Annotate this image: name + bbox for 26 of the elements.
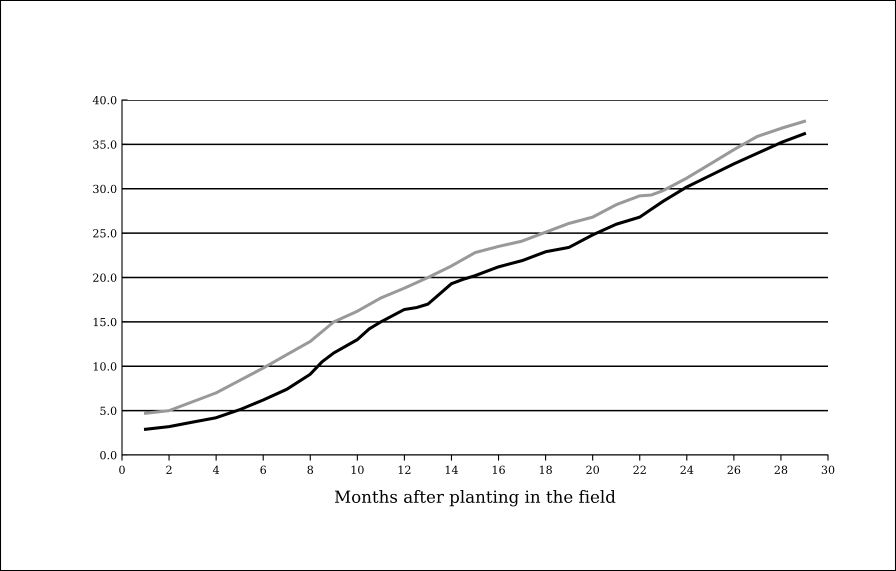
x-tick-label: 0 — [119, 466, 125, 474]
y-tick-label: 30.0 — [93, 184, 116, 194]
x-tick-label: 2 — [166, 466, 172, 474]
x-tick-label: 14 — [446, 466, 458, 474]
y-tick-label: 20.0 — [93, 273, 116, 282]
x-tick-label: 6 — [260, 466, 266, 474]
x-tick-label: 12 — [398, 466, 410, 474]
x-tick-label: 4 — [212, 466, 220, 474]
x-tick-label: 22 — [633, 466, 646, 474]
x-tick-label: 8 — [307, 466, 314, 474]
x-tick-label: 24 — [680, 466, 694, 474]
y-tick-label: 10.0 — [94, 362, 116, 371]
y-tick-label: 35.0 — [93, 140, 116, 149]
y-tick-label: 0.0 — [100, 450, 116, 460]
y-tick-label: 25.0 — [93, 229, 116, 238]
x-tick-label: 30 — [822, 466, 834, 474]
x-tick-label: 18 — [540, 466, 552, 474]
y-tick-label: 40.0 — [92, 96, 116, 104]
y-tick-label: 15.0 — [94, 318, 116, 326]
x-tick-label: 20 — [586, 466, 599, 474]
x-tick-label: 26 — [728, 466, 740, 474]
x-axis-title: Months after planting in the field — [334, 490, 616, 506]
x-tick-label: 28 — [774, 466, 788, 474]
x-tick-label: 10 — [352, 466, 364, 474]
y-tick-label: 5.0 — [100, 406, 116, 416]
x-tick-label: 16 — [492, 466, 505, 474]
